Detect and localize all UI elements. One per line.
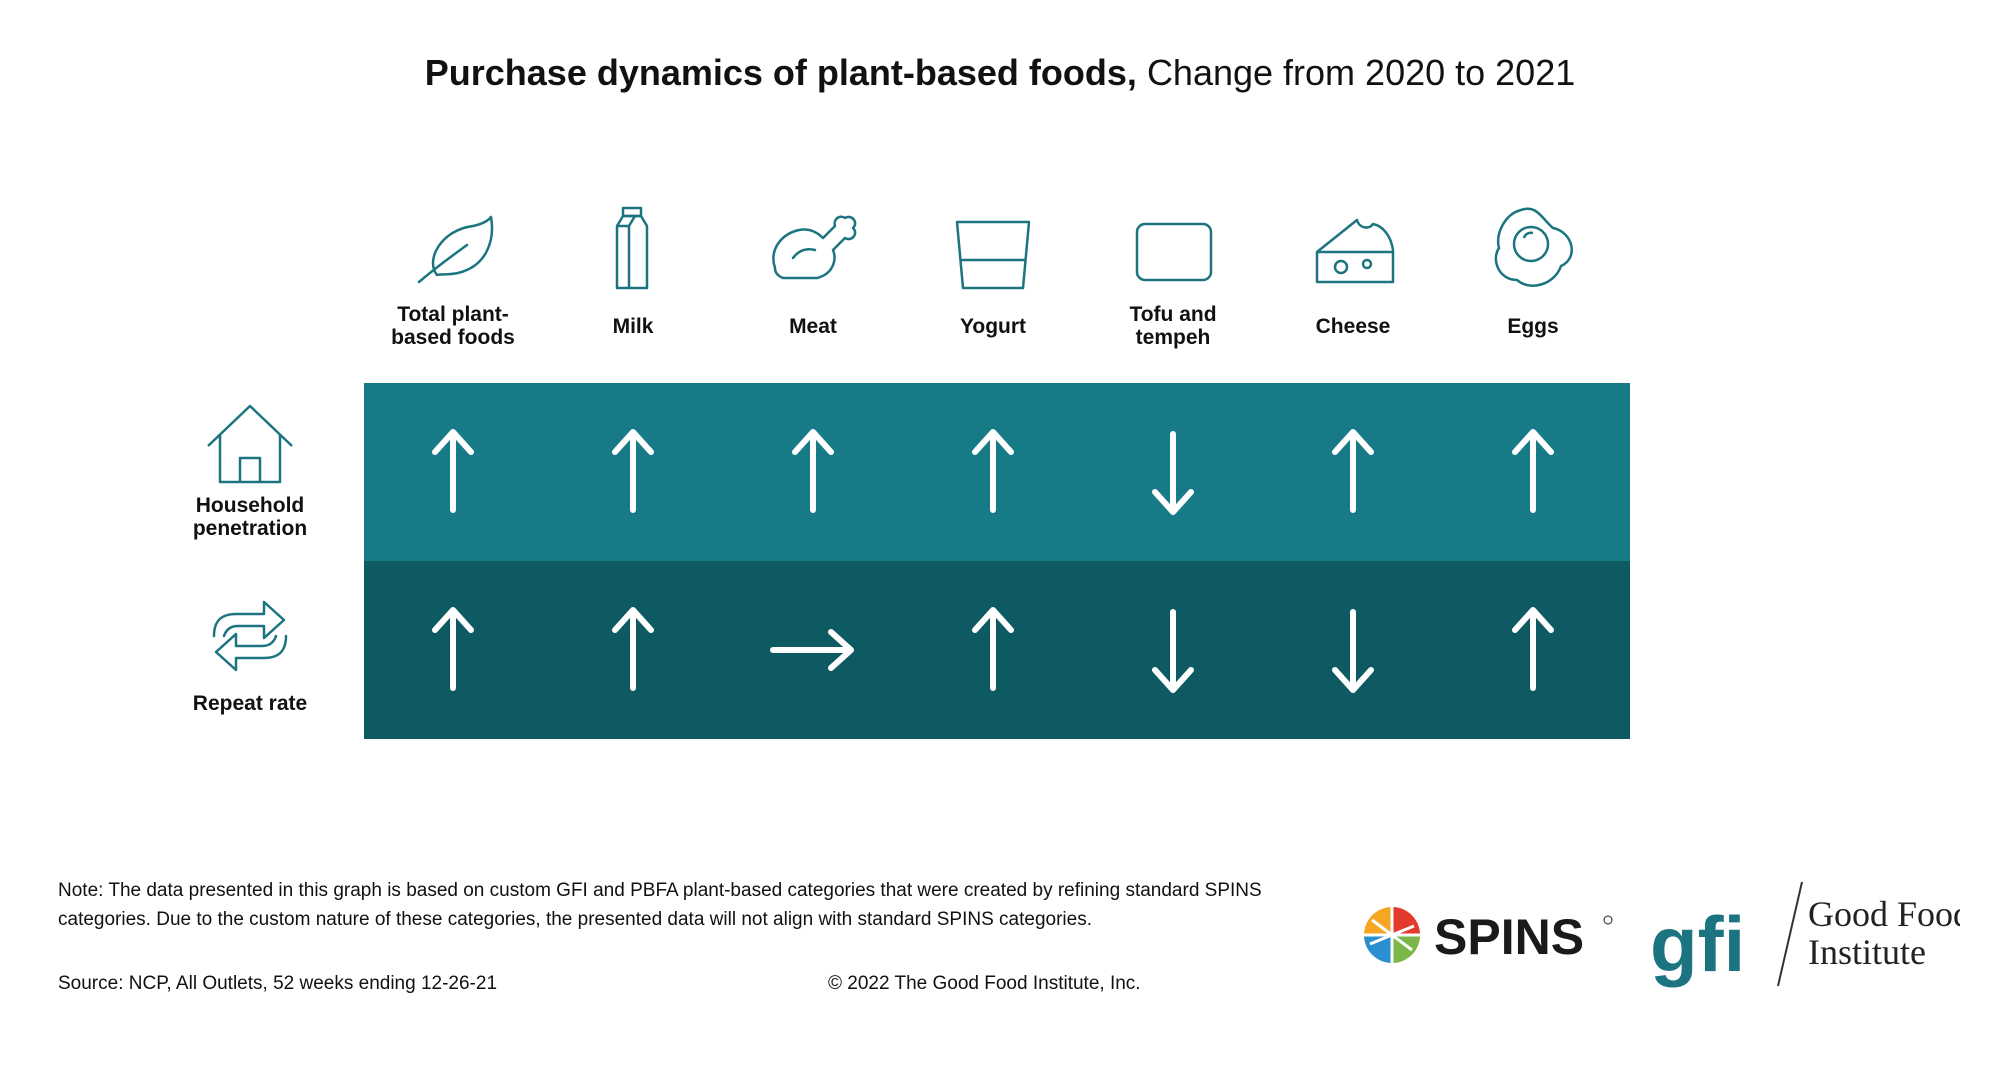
arrow-down-tofu-and-tempeh (1123, 600, 1223, 700)
arrow-up-icon (1512, 607, 1554, 691)
column-label: Meat (789, 314, 837, 338)
house-icon (207, 404, 293, 484)
spins-globe-icon (1364, 907, 1420, 963)
column-label: Cheese (1315, 314, 1391, 338)
row-label: Repeat rate (192, 692, 308, 715)
arrow-up-meat (763, 422, 863, 522)
arrow-down-cheese (1303, 600, 1403, 700)
column-label: Total plant- based foods (391, 303, 515, 349)
svg-text:SPINS: SPINS (1434, 909, 1584, 965)
arrow-up-icon (1332, 429, 1374, 513)
tofu-block-icon (1135, 222, 1213, 282)
column-label: Yogurt (959, 314, 1027, 338)
column-header-meat: Meat (728, 200, 898, 350)
arrow-flat-icon (770, 629, 854, 671)
copyright-text: © 2022 The Good Food Institute, Inc. (828, 973, 1141, 994)
column-header-cheese: Cheese (1268, 200, 1438, 350)
milk-carton-icon (615, 206, 649, 290)
column-header-milk: Milk (548, 200, 718, 350)
column-label: Milk (612, 314, 654, 338)
chart-title-regular: Change from 2020 to 2021 (1146, 52, 1576, 93)
arrow-up-eggs (1483, 600, 1583, 700)
arrow-up-total-plant-based-foods (403, 600, 503, 700)
arrow-down-tofu-and-tempeh (1123, 422, 1223, 522)
arrow-up-yogurt (943, 600, 1043, 700)
column-header-yogurt: Yogurt (908, 200, 1078, 350)
svg-text:Institute: Institute (1808, 932, 1926, 972)
arrow-up-icon (792, 429, 834, 513)
svg-text:Good Food: Good Food (1808, 894, 1960, 934)
arrow-up-icon (612, 607, 654, 691)
arrow-up-yogurt (943, 422, 1043, 522)
yogurt-cup-icon (955, 220, 1031, 290)
repeat-rate-band (364, 561, 1630, 739)
arrow-up-icon (1512, 429, 1554, 513)
arrow-down-icon (1332, 609, 1374, 693)
arrow-up-icon (972, 607, 1014, 691)
column-header-tofu: Tofu and tempeh (1088, 200, 1258, 350)
chart-title: Purchase dynamics of plant-based foods, … (0, 52, 2000, 94)
svg-text:gfi: gfi (1650, 900, 1745, 988)
spins-logo: SPINS (1360, 900, 1620, 975)
footnote: Note: The data presented in this graph i… (58, 880, 1262, 930)
row-header-repeat: Repeat rate (180, 588, 320, 715)
gfi-logo: gfi Good Food Institute (1650, 876, 1971, 1001)
household-penetration-band (364, 383, 1630, 561)
arrow-up-eggs (1483, 422, 1583, 522)
row-label: Household penetration (192, 494, 308, 540)
arrow-flat-meat (763, 600, 863, 700)
arrow-up-total-plant-based-foods (403, 422, 503, 522)
arrow-up-cheese (1303, 422, 1403, 522)
column-header-total: Total plant- based foods (368, 200, 538, 350)
fried-egg-icon (1494, 207, 1573, 287)
repeat-arrows-icon (212, 600, 288, 672)
arrow-up-milk (583, 422, 683, 522)
row-header-household: Household penetration (180, 402, 320, 540)
arrow-up-icon (432, 429, 474, 513)
arrow-down-icon (1152, 431, 1194, 515)
drumstick-icon (772, 215, 857, 280)
column-label: Eggs (1507, 314, 1559, 338)
arrow-up-icon (432, 607, 474, 691)
column-header-eggs: Eggs (1448, 200, 1618, 350)
arrow-up-icon (972, 429, 1014, 513)
chart-title-bold: Purchase dynamics of plant-based foods, (424, 52, 1137, 93)
arrow-up-icon (612, 429, 654, 513)
source-text: Source: NCP, All Outlets, 52 weeks endin… (58, 973, 498, 994)
arrow-up-milk (583, 600, 683, 700)
column-label: Tofu and tempeh (1129, 303, 1217, 349)
cheese-icon (1315, 218, 1395, 284)
arrow-down-icon (1152, 609, 1194, 693)
leaf-icon (417, 215, 494, 284)
